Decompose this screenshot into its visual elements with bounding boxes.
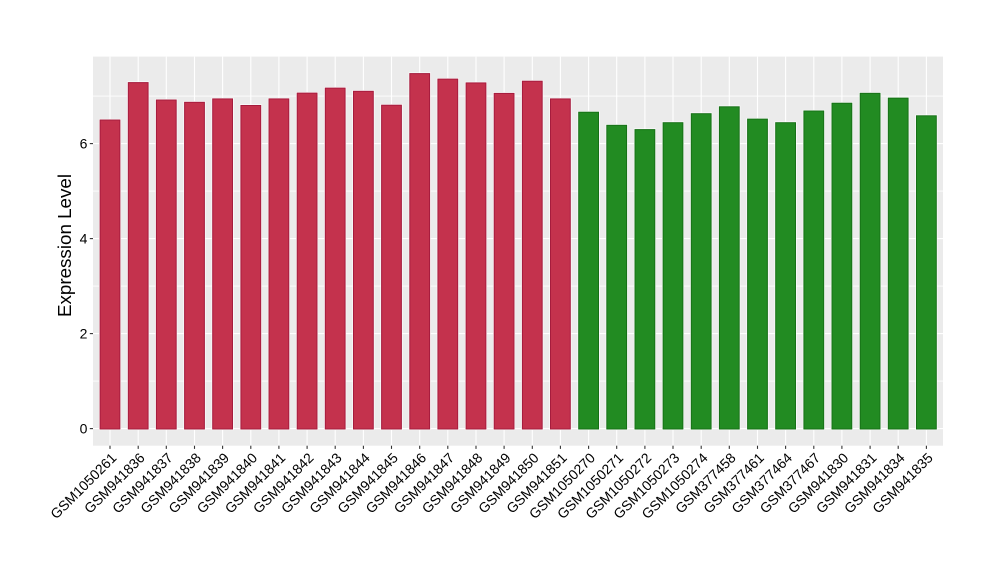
svg-text:4: 4 <box>80 231 88 247</box>
svg-text:0: 0 <box>80 421 88 437</box>
svg-text:2: 2 <box>80 326 88 342</box>
svg-text:Expression Level: Expression Level <box>54 174 75 317</box>
svg-text:6: 6 <box>80 136 88 152</box>
